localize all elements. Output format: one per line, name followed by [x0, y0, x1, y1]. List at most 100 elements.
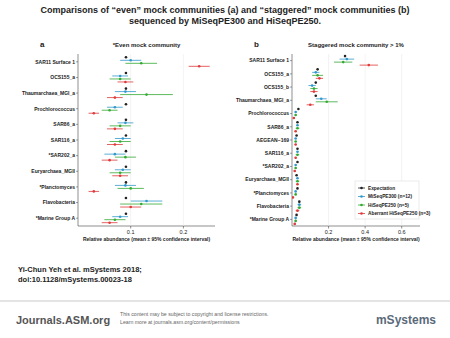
point [295, 214, 298, 217]
point [296, 121, 299, 124]
error-bar [295, 115, 297, 116]
point [140, 62, 143, 65]
legend-swatch [360, 187, 363, 190]
point [125, 119, 128, 122]
grid-line [183, 54, 184, 226]
tick [290, 140, 292, 141]
error-bar [102, 222, 118, 223]
point [119, 125, 122, 128]
tick-label: 0.6 [398, 229, 406, 235]
error-bar [115, 169, 131, 170]
error-bar [312, 72, 319, 73]
error-bar [104, 219, 125, 220]
point [129, 187, 132, 190]
legend-swatch [360, 195, 363, 198]
error-bar [102, 110, 118, 111]
tick [76, 93, 78, 94]
point [298, 206, 301, 209]
slide: Comparisons of “even” mock communities (… [0, 0, 450, 338]
point [294, 143, 297, 146]
error-bar [112, 175, 128, 176]
tick [76, 202, 78, 203]
category-label: SAR11 Surface 1 [249, 57, 289, 63]
error-bar [110, 78, 131, 79]
point [344, 55, 347, 58]
tick [290, 153, 292, 154]
tick [76, 171, 78, 172]
panel: bStaggered mock community > 1%0.20.40.6R… [236, 40, 431, 242]
tick-label: 0.4 [361, 229, 369, 235]
point [119, 78, 122, 81]
point [294, 220, 297, 223]
tick [290, 100, 292, 101]
tick [290, 206, 292, 207]
error-bar [110, 125, 131, 126]
error-bar [295, 138, 297, 139]
category-label: *SAR202_a [263, 163, 290, 169]
point [129, 59, 132, 62]
x-axis [292, 226, 420, 227]
point [119, 174, 122, 177]
tick [76, 140, 78, 141]
legend-swatch [358, 213, 365, 214]
tick [76, 124, 78, 125]
legend-label: Expectation [368, 186, 395, 191]
legend-label: HiSeqPE250 (n=5) [368, 203, 409, 208]
marks [89, 56, 210, 224]
point [294, 111, 297, 114]
error-bar [296, 128, 300, 129]
error-bar [295, 144, 297, 145]
error-bar [296, 210, 300, 211]
tick [76, 77, 78, 78]
point [346, 58, 349, 61]
point [295, 174, 298, 177]
point [119, 171, 122, 174]
error-bar [118, 81, 134, 82]
category-label: AEGEAN−169 [256, 137, 289, 143]
legend-label: MiSeqPE300 (n=12) [368, 194, 413, 199]
tick [290, 73, 292, 74]
error-bar [120, 204, 162, 205]
legend-swatch [358, 188, 365, 189]
category-label: SAR86_a [53, 121, 75, 127]
point [314, 71, 317, 74]
point [121, 137, 124, 140]
legend-label: Aberrant HiSeqPE250 (n=3) [368, 211, 431, 216]
category-label: Euryarchaea_MGII [245, 176, 289, 182]
error-bar [115, 138, 131, 139]
point [296, 177, 299, 180]
title: sequenced by MiSeqPE300 and HiSeqPE250. [129, 16, 321, 26]
error-bar [295, 194, 297, 195]
point [108, 159, 111, 162]
error-bar [307, 104, 314, 105]
point [292, 196, 294, 199]
error-bar [297, 178, 299, 179]
citation: doi:10.1128/mSystems.00023-18 [18, 275, 132, 284]
point [294, 156, 297, 159]
error-bar [297, 184, 299, 185]
tick [290, 126, 292, 127]
legend-swatch [358, 205, 365, 206]
point [294, 190, 297, 193]
panel-label: b [254, 40, 259, 49]
error-bar [110, 172, 131, 173]
point [295, 134, 298, 137]
point [296, 183, 299, 186]
category-label: Thaumarchaea_MGI_a [22, 90, 75, 96]
point [125, 212, 128, 215]
point [93, 190, 96, 193]
error-bar [297, 125, 299, 126]
tick [290, 179, 292, 180]
tick [290, 219, 292, 220]
point [114, 106, 117, 109]
point [114, 153, 117, 156]
point [124, 156, 127, 159]
error-bar [295, 157, 297, 158]
tick [290, 60, 292, 61]
error-bar [118, 188, 144, 189]
category-label: Flavobacteria [43, 199, 75, 205]
error-bar [316, 78, 323, 79]
error-bar [115, 157, 136, 158]
error-bar [89, 113, 100, 114]
error-bar [107, 107, 123, 108]
